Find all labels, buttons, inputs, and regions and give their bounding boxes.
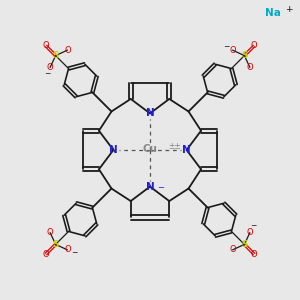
- Text: O: O: [229, 46, 236, 55]
- Text: N: N: [146, 182, 154, 192]
- Text: O: O: [251, 41, 257, 50]
- Text: −: −: [223, 43, 229, 52]
- Text: N: N: [182, 145, 191, 155]
- Text: Na: Na: [266, 8, 281, 18]
- Text: Cu: Cu: [142, 144, 158, 154]
- Text: O: O: [251, 250, 257, 259]
- Text: N: N: [146, 108, 154, 118]
- Text: S: S: [241, 51, 248, 60]
- Text: N: N: [109, 145, 118, 155]
- Text: O: O: [64, 245, 71, 254]
- Text: S: S: [52, 240, 59, 249]
- Text: +: +: [285, 5, 292, 14]
- Text: O: O: [247, 63, 253, 72]
- Text: O: O: [247, 228, 253, 237]
- Text: O: O: [43, 250, 49, 259]
- Text: S: S: [52, 51, 59, 60]
- Text: O: O: [47, 228, 53, 237]
- Text: −: −: [71, 248, 77, 257]
- Text: ±±: ±±: [168, 142, 181, 151]
- Text: S: S: [241, 240, 248, 249]
- Text: −: −: [44, 70, 50, 79]
- Text: O: O: [64, 46, 71, 55]
- Text: O: O: [229, 245, 236, 254]
- Text: −: −: [250, 221, 256, 230]
- Text: O: O: [43, 41, 49, 50]
- Text: O: O: [47, 63, 53, 72]
- Text: −: −: [157, 183, 164, 192]
